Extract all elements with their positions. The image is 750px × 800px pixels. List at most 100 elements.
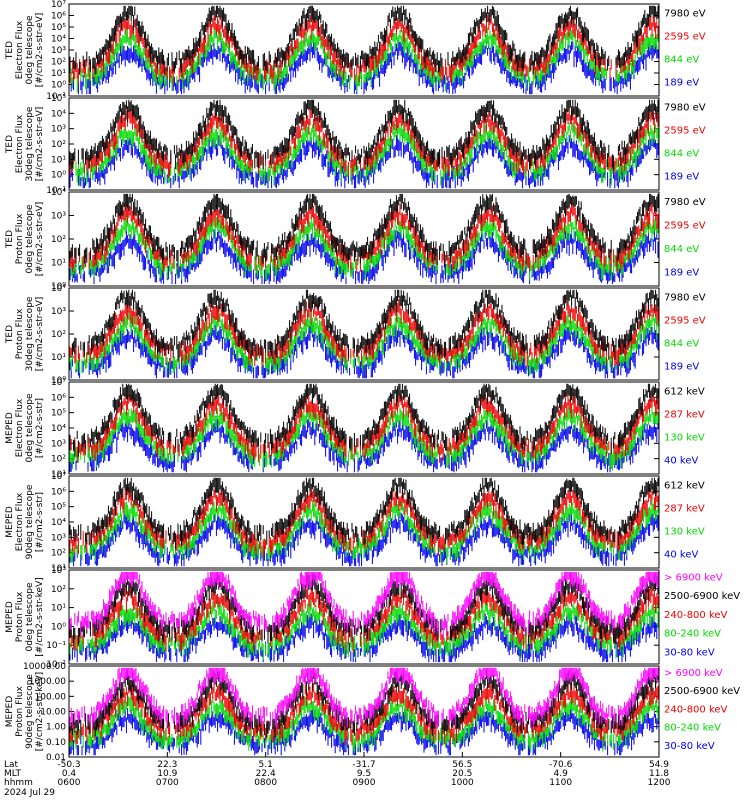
x-tick-label: 11.8 [649, 769, 669, 779]
series-trace [69, 5, 659, 75]
x-tick-label: 0700 [156, 778, 179, 788]
x-tick-label: -70.6 [549, 760, 573, 770]
y-tick-label: 0.01 [46, 753, 66, 763]
y-tick-label: 10⁻¹ [46, 641, 66, 651]
y-axis-label: 0deg telescope [25, 582, 35, 652]
legend-entry: 30-80 keV [664, 648, 715, 659]
series-trace [69, 193, 659, 268]
y-tick-label: 10⁶ [51, 12, 66, 22]
panel-6: 10¹ 10² 10³ 10⁴ 10⁵ 10⁶ 10⁷ MEPED Electron Flux 9… [5, 472, 705, 574]
y-tick-label: 10⁰ [51, 622, 66, 632]
y-axis-label: TED [5, 230, 15, 249]
x-tick-label: 10.9 [157, 769, 177, 779]
y-axis-label: Proton Flux [15, 213, 25, 264]
y-tick-label: 10³ [51, 46, 66, 56]
series-trace [69, 708, 659, 756]
x-tick-label: 22.3 [157, 760, 177, 770]
y-tick-label: 10.00 [40, 708, 66, 718]
legend-entry: 2595 eV [664, 316, 706, 327]
legend-entry: 844 eV [664, 244, 699, 255]
y-tick-label: 10⁴ [51, 109, 66, 119]
y-axis-label: Electron Flux [15, 114, 25, 173]
y-axis-label: [#/cm2-s-str-keV] [35, 577, 45, 656]
y-axis-label: 0deg telescope [25, 204, 35, 274]
y-tick-label: 10¹ [51, 604, 66, 614]
y-axis-label: MEPED [5, 696, 15, 728]
panel-3: 10⁰ 10¹ 10² 10³ 10⁴ TED Proton Flux 0deg telesc… [5, 188, 706, 292]
legend-entry: 189 eV [664, 78, 699, 89]
x-tick-label: 9.5 [357, 769, 371, 779]
y-tick-label: 10⁰ [51, 282, 66, 292]
series-trace [69, 383, 659, 457]
y-tick-label: 10⁵ [51, 23, 66, 33]
y-tick-label: 10⁶ [51, 393, 66, 403]
legend-entry: 40 keV [664, 456, 698, 467]
y-axis-label: 0deg telescope [25, 393, 35, 463]
y-axis-label: [#/cm2-s-str] [35, 398, 45, 458]
y-axis-label: MEPED [5, 601, 15, 633]
y-tick-label: 10⁷ [51, 378, 66, 388]
y-tick-label: 10⁰ [51, 81, 66, 91]
legend-entry: > 6900 keV [664, 572, 723, 583]
legend-entry: 2595 eV [664, 220, 706, 231]
panel-5: 10¹ 10² 10³ 10⁴ 10⁵ 10⁶ 10⁷ MEPED Electron Flux 0… [5, 378, 705, 480]
y-tick-label: 10¹ [51, 69, 66, 79]
y-tick-label: 10⁻² [46, 660, 66, 670]
panel-2: 10⁻¹ 10⁰ 10¹ 10² 10³ 10⁴ 10⁵ TED Electron Flux 30… [5, 94, 706, 196]
y-tick-label: 10⁶ [51, 487, 66, 497]
legend-entry: 30-80 keV [664, 741, 715, 752]
legend-entry: 189 eV [664, 172, 699, 183]
series-trace [71, 289, 659, 362]
y-tick-label: 10¹ [51, 353, 66, 363]
legend-entry: 2595 eV [664, 126, 706, 137]
y-tick-label: 10⁵ [51, 503, 66, 513]
x-tick-label: -31.7 [352, 760, 375, 770]
x-tick-label: 0800 [254, 778, 277, 788]
legend-entry: 189 eV [664, 267, 699, 278]
series-trace [69, 299, 659, 367]
date-label: 2024 Jul 29 [4, 788, 55, 798]
y-tick-label: 10¹ [51, 155, 66, 165]
series-trace [69, 14, 659, 85]
y-axis-label: 90deg telescope [25, 484, 35, 559]
legend-entry: 2500-6900 keV [664, 591, 740, 602]
x-tick-label: 20.5 [452, 769, 472, 779]
y-axis-label: [#/cm2-s-str-eV] [35, 297, 45, 372]
x-tick-label: 0.4 [62, 769, 77, 779]
y-tick-label: 10⁴ [51, 188, 66, 198]
legend-entry: 240-800 keV [664, 610, 728, 621]
y-axis-label: Electron Flux [15, 492, 25, 551]
legend-entry: 612 keV [664, 387, 705, 398]
y-axis-label: Electron Flux [15, 398, 25, 457]
series-trace [69, 99, 659, 172]
series-trace [69, 667, 659, 730]
x-tick-label: 4.9 [554, 769, 569, 779]
legend-entry: 130 keV [664, 433, 705, 444]
legend-entry: 287 keV [664, 504, 705, 515]
x-tick-label: 56.5 [452, 760, 472, 770]
y-tick-label: 10⁵ [51, 409, 66, 419]
x-tick-label: 54.9 [649, 760, 669, 770]
y-tick-label: 10² [51, 455, 66, 465]
legend-entry: 130 keV [664, 527, 705, 538]
y-tick-label: 10⁴ [51, 518, 66, 528]
series-trace [69, 572, 659, 645]
legend-entry: 2595 eV [664, 32, 706, 43]
y-tick-label: 100.00 [35, 692, 67, 702]
y-tick-label: 1000.00 [29, 677, 66, 687]
y-axis-label: 30deg telescope [25, 106, 35, 181]
y-tick-label: 10⁴ [51, 35, 66, 45]
y-tick-label: 10³ [51, 307, 66, 317]
x-tick-label: 0900 [353, 778, 376, 788]
legend-entry: 2500-6900 keV [664, 686, 740, 697]
legend-entry: 7980 eV [664, 197, 706, 208]
legend-entry: 844 eV [664, 55, 699, 66]
y-tick-label: 10² [51, 140, 66, 150]
y-tick-label: 10² [51, 235, 66, 245]
y-axis-label: TED [5, 41, 15, 60]
y-axis-label: [#/cm2-s-str-eV] [35, 107, 45, 182]
y-axis-label: 90deg telescope [25, 674, 35, 749]
panel-8: 0.01 0.10 1.00 10.00 100.00 1000.00 10000.00 ME… [5, 662, 740, 763]
